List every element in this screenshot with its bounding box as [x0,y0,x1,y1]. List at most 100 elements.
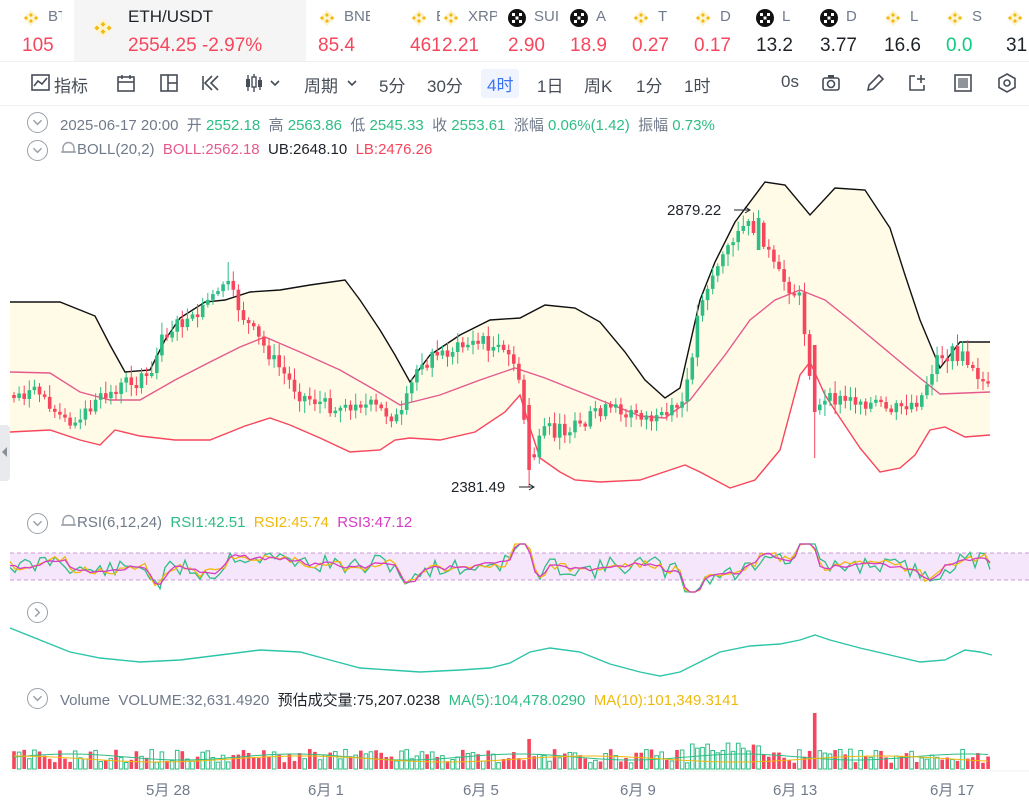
ticker-item-active[interactable]: ETH/USDT 2554.25 -2.97% [74,0,306,61]
rsi-collapse-icon[interactable] [27,513,48,534]
volume-bar [572,752,578,770]
interval-30m[interactable]: 30分 [427,77,463,96]
ticker-item[interactable]: S 0.0 [946,0,991,61]
candle-body [869,402,873,409]
volume-collapse-icon[interactable] [27,688,48,709]
add-window-icon[interactable] [906,72,928,94]
candle-body [741,225,746,231]
camera-icon[interactable] [820,72,842,94]
candle-body [114,391,118,395]
boll-mid-value: BOLL:2562.18 [162,141,260,158]
candle-body [246,320,251,324]
ticker-item[interactable]: 31 [1006,0,1029,61]
expand-indicator-icon[interactable] [27,602,48,623]
rewind-icon[interactable] [200,72,222,94]
candle-body [695,315,700,358]
ticker-price: 0.17 [694,35,731,56]
candle-body [257,326,261,337]
binance-icon [411,10,427,26]
candle-body [206,299,210,305]
indicator-icon[interactable] [30,72,52,94]
ticker-item[interactable]: D 3.77 [820,0,870,61]
ticker-item[interactable]: XRP 2.21 [442,0,497,61]
pencil-icon[interactable] [864,72,886,94]
volume-label: Volume [60,692,111,709]
ticker-item[interactable]: SUI 2.90 [508,0,558,61]
collapse-sidebar-handle[interactable] [0,425,10,481]
candle-body [165,334,169,338]
period-dropdown[interactable]: 周期 [304,77,338,96]
volume-bar [104,760,108,769]
volume-bar [185,758,190,770]
volume-bar [934,756,940,770]
settings-icon[interactable] [996,72,1018,94]
volume-bar [271,751,277,770]
ohlc-info: 2025-06-17 20:00 开 2552.18 高 2563.86 低 2… [60,117,715,134]
candle-body [425,364,429,368]
boll-lb-value: LB:2476.26 [355,141,433,158]
candle-body [476,340,480,344]
volume-bar [940,759,944,769]
volume-bar [241,750,246,769]
ticker-item[interactable]: BTC/USDT 105 [22,0,62,61]
candle-body [88,408,93,412]
ticker-item[interactable]: D 0.17 [694,0,744,61]
candle-body [435,351,440,356]
volume-bar [827,753,833,770]
bell-icon[interactable] [60,141,77,156]
interval-5m[interactable]: 5分 [379,77,406,96]
ticker-item[interactable]: BNB 85.4 [318,0,370,61]
rsi-bell-icon[interactable] [60,514,77,529]
candle-body [379,404,383,409]
chevron-down-icon[interactable] [268,72,282,94]
ticker-item[interactable]: L 16.6 [884,0,934,61]
ticker-item[interactable]: BCH 461 [410,0,440,61]
volume-bar [282,762,287,769]
ticker-symbol: XRP [468,8,497,25]
candle-body [547,423,552,427]
template-icon[interactable] [952,72,974,94]
indicators-button[interactable]: 指标 [54,77,88,96]
candle-body [542,426,547,436]
ticker-item[interactable]: L 13.2 [756,0,806,61]
volume-bar [348,756,353,769]
candle-body [955,346,960,362]
candle-body [818,404,822,411]
volume-bar [419,751,425,770]
binance-icon [885,10,901,26]
ohlc-collapse-icon[interactable] [27,112,48,133]
candle-body [63,414,67,418]
candle-body [359,404,363,408]
candle-type-icon[interactable] [243,72,265,94]
candle-body [221,284,225,292]
volume-bar [190,760,195,770]
volume-bar [929,754,935,770]
layout-icon[interactable] [158,72,180,94]
ticker-item[interactable]: T 0.27 [632,0,682,61]
interval-1m[interactable]: 1分 [636,77,663,96]
volume-bar [435,756,440,769]
interval-1h[interactable]: 1时 [684,77,711,96]
interval-4h[interactable]: 4时 [481,69,520,98]
volume-bar [470,752,476,770]
binance-icon [633,10,649,26]
candle-body [32,386,37,391]
candle-body [761,222,766,247]
okx-icon [820,9,838,27]
boll-lower-line [9,360,991,489]
calendar-icon[interactable] [115,72,137,94]
interval-1d[interactable]: 1日 [537,77,564,96]
candle-body [155,355,159,374]
period-chevron-icon[interactable] [345,72,359,94]
close-value: 2553.61 [451,117,506,134]
boll-collapse-icon[interactable] [27,140,48,161]
volume-bar [108,758,114,770]
ticker-item[interactable]: A 18.9 [570,0,620,61]
volume-bar [986,756,990,769]
volume-bar [114,749,118,769]
candle-body [491,346,496,351]
candle-body [42,394,47,397]
candle-body [588,411,593,427]
interval-1w[interactable]: 周K [584,77,613,96]
